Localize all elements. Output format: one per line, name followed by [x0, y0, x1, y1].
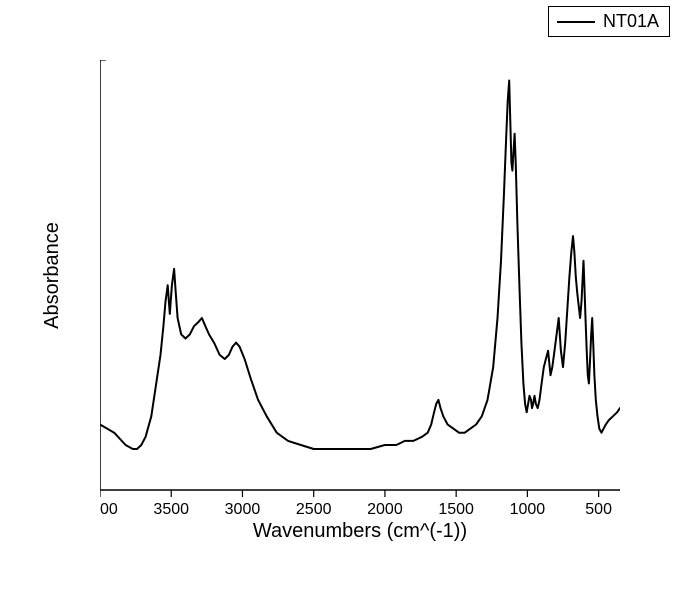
legend: NT01A [548, 6, 670, 37]
svg-text:4000: 4000 [100, 501, 118, 518]
svg-text:2000: 2000 [367, 501, 403, 518]
x-ticks-group: 4000 3500 3000 2500 2000 1500 1000 500 [100, 490, 612, 518]
spectrum-line [100, 81, 620, 450]
plot-area: 4000350030002500200015001000500 [100, 60, 620, 490]
svg-text:3500: 3500 [153, 501, 189, 518]
legend-line [557, 21, 595, 23]
svg-text:1000: 1000 [510, 501, 546, 518]
legend-label: NT01A [603, 11, 659, 32]
svg-text:3000: 3000 [225, 501, 261, 518]
svg-text:500: 500 [585, 501, 612, 518]
plot-svg: 4000 3500 3000 2500 2000 1500 1000 500 [100, 60, 620, 520]
svg-text:1500: 1500 [438, 501, 474, 518]
spectrum-chart: NT01A Absorbance 4000 3500 3000 2500 2000 150… [0, 0, 700, 593]
x-axis-title: Wavenumbers (cm^(-1)) [100, 520, 620, 543]
y-axis-title: Absorbance [40, 60, 64, 490]
svg-text:2500: 2500 [296, 501, 332, 518]
